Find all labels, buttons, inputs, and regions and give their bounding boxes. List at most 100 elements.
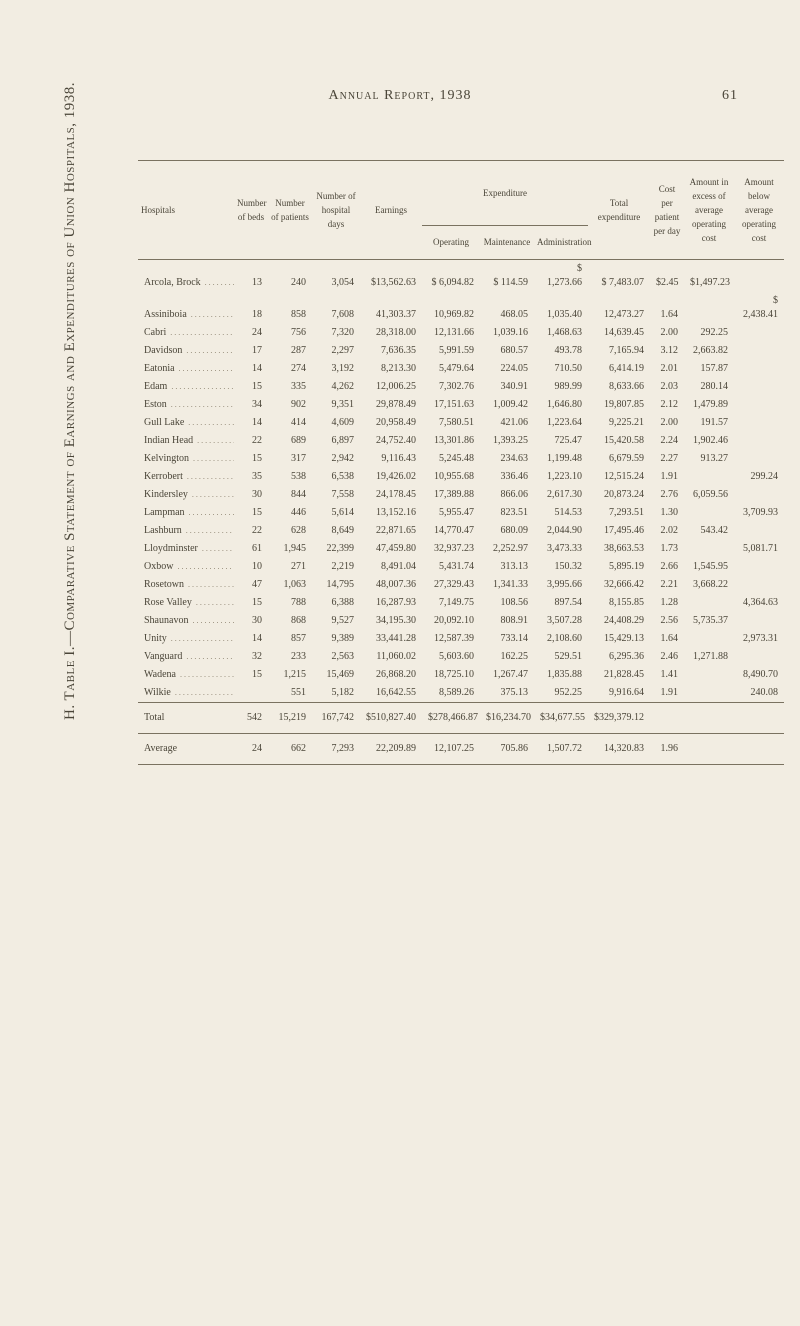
cell-admin: 1,223.64	[534, 414, 588, 432]
col-total-exp: Total expenditure	[588, 161, 650, 260]
cell-beds: 14	[234, 360, 268, 378]
cell-patients: 1,945	[268, 540, 312, 558]
cell-beds: 35	[234, 468, 268, 486]
cell-total: 17,495.46	[588, 522, 650, 540]
col-excess: Amount in excess of average operating co…	[684, 161, 734, 260]
cell-maintenance: 421.06	[480, 414, 534, 432]
cell-maintenance: 234.63	[480, 450, 534, 468]
table-row: Oxbow102712,2198,491.045,431.74313.13150…	[138, 558, 784, 576]
table-row: Rose Valley157886,38816,287.937,149.7510…	[138, 594, 784, 612]
table-row: Wilkie5515,18216,642.558,589.26375.13952…	[138, 684, 784, 703]
cell-beds: 14	[234, 630, 268, 648]
cell-admin: 897.54	[534, 594, 588, 612]
cell-cpd: 2.03	[650, 378, 684, 396]
cell-operating: 17,389.88	[422, 486, 480, 504]
cell-maintenance: 340.91	[480, 378, 534, 396]
cell-patients: 335	[268, 378, 312, 396]
cell-patients: 240	[268, 260, 312, 293]
cell-operating: 7,302.76	[422, 378, 480, 396]
average-admin: 1,507.72	[534, 734, 588, 765]
table-row: Gull Lake144144,60920,958.497,580.51421.…	[138, 414, 784, 432]
col-hospitals: Hospitals	[138, 161, 234, 260]
cell-name: Edam	[138, 378, 234, 396]
cell-maintenance: 808.91	[480, 612, 534, 630]
cell-excess	[684, 540, 734, 558]
cell-name: Cabri	[138, 324, 234, 342]
cell-total: 7,293.51	[588, 504, 650, 522]
cell-earnings: 19,426.02	[360, 468, 422, 486]
cell-admin: 989.99	[534, 378, 588, 396]
cell-name: Lashburn	[138, 522, 234, 540]
cell-patients: 446	[268, 504, 312, 522]
cell-below	[734, 378, 784, 396]
cell-days: 6,388	[312, 594, 360, 612]
cell-operating: 7,149.75	[422, 594, 480, 612]
col-below: Amount below average operating cost	[734, 161, 784, 260]
cell-operating: 20,092.10	[422, 612, 480, 630]
cell-excess: 1,545.95	[684, 558, 734, 576]
cell-patients: 689	[268, 432, 312, 450]
cell-below	[734, 486, 784, 504]
cell-beds	[234, 684, 268, 703]
cell-below	[734, 576, 784, 594]
cell-excess: 191.57	[684, 414, 734, 432]
cell-operating: 5,479.64	[422, 360, 480, 378]
cell-operating: 5,955.47	[422, 504, 480, 522]
cell-name: Rose Valley	[138, 594, 234, 612]
cell-total: 12,473.27	[588, 292, 650, 324]
average-expenditure: 14,320.83	[588, 734, 650, 765]
cell-name: Kerrobert	[138, 468, 234, 486]
total-beds: 542	[234, 703, 268, 734]
cell-operating: $ 6,094.82	[422, 260, 480, 293]
cell-cpd: 2.01	[650, 360, 684, 378]
cell-beds: 15	[234, 450, 268, 468]
cell-patients: 844	[268, 486, 312, 504]
cell-below	[734, 612, 784, 630]
cell-below	[734, 450, 784, 468]
average-maintenance: 705.86	[480, 734, 534, 765]
total-earnings: $510,827.40	[360, 703, 422, 734]
cell-excess: 157.87	[684, 360, 734, 378]
cell-name: Unity	[138, 630, 234, 648]
cell-earnings: 7,636.35	[360, 342, 422, 360]
cell-admin: 1,035.40	[534, 292, 588, 324]
table-row: Assiniboia188587,60841,303.3710,969.8246…	[138, 292, 784, 324]
cell-operating: 5,245.48	[422, 450, 480, 468]
cell-earnings: 16,642.55	[360, 684, 422, 703]
cell-maintenance: 1,393.25	[480, 432, 534, 450]
cell-name: Vanguard	[138, 648, 234, 666]
cell-patients: 858	[268, 292, 312, 324]
cell-below	[734, 648, 784, 666]
table-row: Davidson172872,2977,636.355,991.59680.57…	[138, 342, 784, 360]
report-title: Annual Report, 1938	[0, 88, 800, 104]
cell-patients: 788	[268, 594, 312, 612]
cell-days: 9,389	[312, 630, 360, 648]
cell-earnings: 48,007.36	[360, 576, 422, 594]
cell-admin: 2,108.60	[534, 630, 588, 648]
cell-excess: 1,479.89	[684, 396, 734, 414]
cell-cpd: 1.41	[650, 666, 684, 684]
cell-admin: $ 1,273.66	[534, 260, 588, 293]
cell-maintenance: 733.14	[480, 630, 534, 648]
cell-beds: 30	[234, 612, 268, 630]
cell-days: 7,558	[312, 486, 360, 504]
col-maintenance: Maintenance	[480, 225, 534, 260]
total-below	[734, 703, 784, 734]
cell-excess	[684, 292, 734, 324]
cell-patients: 902	[268, 396, 312, 414]
cell-below: 3,709.93	[734, 504, 784, 522]
cell-excess: $1,497.23	[684, 260, 734, 293]
table-row: Vanguard322332,56311,060.025,603.60162.2…	[138, 648, 784, 666]
cell-beds: 15	[234, 666, 268, 684]
cell-admin: 2,044.90	[534, 522, 588, 540]
table-row: Rosetown471,06314,79548,007.3627,329.431…	[138, 576, 784, 594]
cell-earnings: 41,303.37	[360, 292, 422, 324]
cell-cpd: 2.21	[650, 576, 684, 594]
cell-total: 20,873.24	[588, 486, 650, 504]
cell-cpd: 2.66	[650, 558, 684, 576]
table-row: Eatonia142743,1928,213.305,479.64224.057…	[138, 360, 784, 378]
cell-patients: 274	[268, 360, 312, 378]
cell-maintenance: 468.05	[480, 292, 534, 324]
cell-beds: 22	[234, 522, 268, 540]
cell-below: $ 2,438.41	[734, 292, 784, 324]
